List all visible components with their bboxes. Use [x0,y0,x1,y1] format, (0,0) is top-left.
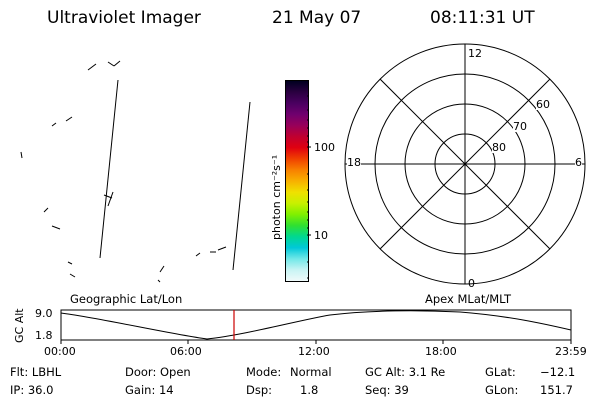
coastline-segment [159,265,165,273]
altitude-ytick-min: 1.8 [35,329,53,342]
mlt-label-6: 6 [575,156,582,169]
mlat-label-80: 80 [492,141,506,154]
coastline-segment [107,61,115,67]
geographic-map-label: Geographic Lat/Lon [70,292,183,306]
glat-value: −12.1 [540,365,576,379]
coastline-segment [217,246,227,251]
altitude-ytick-max: 9.0 [35,307,53,320]
mlt-label-0: 0 [468,277,475,290]
altitude-frame [60,309,572,341]
colorbar [285,80,309,282]
dsp-label: Dsp: [246,383,273,397]
coastline-segment [20,151,23,159]
mlat-label-70: 70 [513,120,527,133]
time-label: 08:11:31 UT [430,8,535,28]
glon-label: GLon: [485,383,519,397]
instrument-title: Ultraviolet Imager [47,8,201,28]
mlat-label-60: 60 [536,98,550,111]
coastline-segment [69,273,76,278]
coastline-segment [99,79,119,259]
glat-label: GLat: [485,365,516,379]
altitude-ylabel: GC Alt [13,308,26,343]
glon-value: 151.7 [540,383,573,397]
mode-value: Normal [290,365,332,379]
gc-alt-info: GC Alt: 3.1 Re [365,365,446,379]
coastline-segment [65,116,73,122]
time-tick-0600: 06:00 [170,345,202,358]
coastline-segment [43,207,49,213]
coastline-segment [67,261,73,265]
coastline-segment [107,191,114,207]
date-label: 21 May 07 [272,8,362,28]
time-tick-1200: 12:00 [298,345,330,358]
mlt-label-12: 12 [468,47,482,60]
coastline-segment [157,279,161,283]
colorbar-tick-100: 100 [314,141,335,154]
time-tick-2359: 23:59 [555,345,587,358]
colorbar-tick-10: 10 [314,229,328,242]
time-tick-0000: 00:00 [44,345,76,358]
dsp-value: 1.8 [300,383,319,397]
apex-map-label: Apex MLat/MLT [425,292,512,306]
mode-label: Mode: [246,365,282,379]
filter-info: Flt: LBHL [10,365,62,379]
coastline-segment [195,252,201,257]
coastline-segment [113,60,121,67]
door-info: Door: Open [125,365,191,379]
coastline-segment [87,63,97,71]
mlt-label-18: 18 [347,156,361,169]
ip-info: IP: 36.0 [10,383,54,397]
time-tick-1800: 18:00 [425,345,457,358]
altitude-curve [60,310,572,340]
coastline-segment [51,225,61,230]
seq-info: Seq: 39 [365,383,409,397]
gain-info: Gain: 14 [125,383,174,397]
coastline-segment [232,101,251,271]
coastline-segment [51,122,57,127]
